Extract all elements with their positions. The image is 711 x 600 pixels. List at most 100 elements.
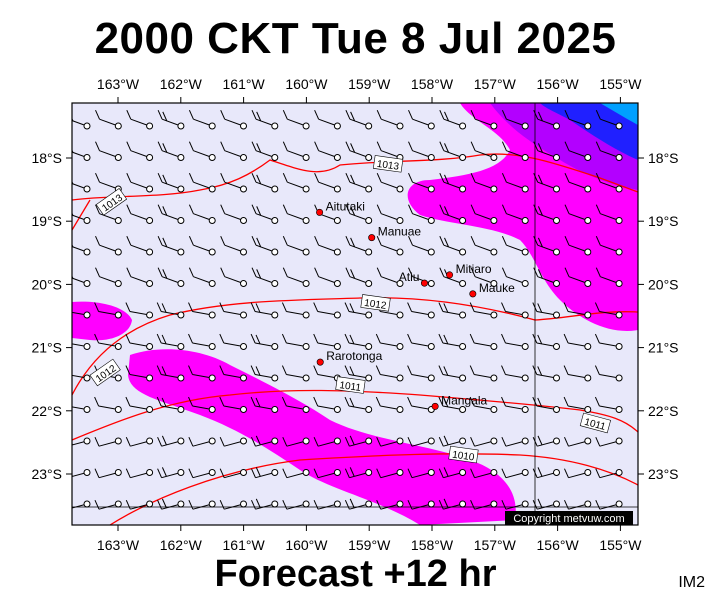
wind-barb-shaft xyxy=(537,441,554,447)
wind-barb xyxy=(219,333,247,350)
wind-barb-feather xyxy=(126,267,132,277)
wind-barb-shaft xyxy=(98,504,116,510)
wind-barb-feather xyxy=(564,235,570,246)
lat-tick-label: 23°S xyxy=(648,466,679,482)
wind-barb-feather xyxy=(313,468,319,478)
lon-tick-label: 162°W xyxy=(160,76,203,92)
wind-barb-station xyxy=(146,217,154,224)
wind-barb-shaft xyxy=(130,181,147,189)
wind-barb xyxy=(313,333,341,350)
wind-barb xyxy=(282,499,310,510)
wind-barb xyxy=(313,302,341,319)
wind-barb-feather xyxy=(256,174,262,185)
wind-barb-shaft xyxy=(161,504,179,510)
wind-barb-shaft xyxy=(568,405,585,410)
wind-barb-feather xyxy=(64,110,68,119)
wind-barb-shaft xyxy=(568,374,585,378)
wind-barb xyxy=(376,436,404,447)
wind-barb-station xyxy=(427,217,435,224)
lat-tick-label: 18°S xyxy=(31,150,62,166)
place-name: Manuae xyxy=(378,225,422,239)
wind-barb-feather xyxy=(282,109,288,120)
wind-barb-station xyxy=(396,374,404,382)
wind-barb xyxy=(281,365,310,382)
wind-barb xyxy=(563,396,592,413)
wind-barb-station xyxy=(584,437,592,445)
wind-barb-feather xyxy=(408,235,413,246)
wind-barb-shaft xyxy=(506,276,523,283)
wind-barb-feather xyxy=(255,397,261,408)
wind-barb-station xyxy=(271,469,279,476)
wind-barb-shaft xyxy=(287,244,304,252)
wind-barb-feather xyxy=(94,302,100,312)
wind-barb-feather xyxy=(564,204,570,214)
wind-barb-station xyxy=(146,406,154,413)
place-name: Aitutaki xyxy=(326,199,365,213)
wind-barb-shaft xyxy=(568,342,585,347)
wind-barb-shaft xyxy=(192,504,210,510)
wind-barb-feather xyxy=(188,333,193,344)
wind-barb xyxy=(125,302,154,319)
wind-barb xyxy=(220,204,247,224)
wind-barb-station xyxy=(615,280,623,287)
wind-barb-station xyxy=(83,122,91,130)
place-marker xyxy=(316,208,324,216)
wind-barb xyxy=(501,302,529,319)
wind-barb-feather xyxy=(125,468,131,478)
lon-tick-label: 156°W xyxy=(537,537,580,553)
wind-barb-station xyxy=(427,469,435,476)
wind-barb-feather xyxy=(220,204,226,214)
lat-tick-label: 20°S xyxy=(648,276,679,292)
wind-barb-station xyxy=(459,343,467,350)
wind-barb-shaft xyxy=(224,276,241,283)
wind-barb xyxy=(470,499,498,510)
wind-barb-shaft xyxy=(537,472,554,479)
wind-barb-shaft xyxy=(287,213,304,220)
wind-barb-feather xyxy=(219,436,225,447)
lat-tick-label: 22°S xyxy=(31,403,62,419)
wind-barb-shaft xyxy=(255,118,273,126)
isobar-label-box xyxy=(579,412,611,434)
wind-barb xyxy=(126,235,154,256)
wind-barb-feather xyxy=(375,365,381,375)
wind-barb-feather xyxy=(532,302,538,312)
wind-barb-station xyxy=(177,374,185,382)
wind-barb xyxy=(157,267,185,287)
wind-barb-feather xyxy=(501,302,506,312)
wind-barb-feather xyxy=(594,302,600,312)
wind-barb-shaft xyxy=(193,276,210,283)
wind-barb-station xyxy=(365,437,373,445)
wind-barb xyxy=(376,499,404,510)
wind-barb-station xyxy=(615,500,623,508)
wind-barb-station xyxy=(83,311,91,319)
wind-barb-feather xyxy=(594,396,600,407)
wind-barb-feather xyxy=(595,267,601,277)
wind-barb-station xyxy=(365,406,373,413)
wind-barb-shaft xyxy=(224,150,241,157)
wind-barb-shaft xyxy=(224,213,241,220)
wind-barb-feather xyxy=(188,499,194,510)
wind-barb-station xyxy=(240,280,247,287)
wind-barb-feather xyxy=(563,333,569,344)
wind-barb-shaft xyxy=(317,405,335,410)
wind-barb-station xyxy=(146,280,154,287)
wind-barb-station xyxy=(553,154,560,161)
wind-barb-shaft xyxy=(161,213,179,220)
wind-barb xyxy=(438,365,467,382)
wind-barb-station xyxy=(146,122,154,130)
wind-barb-feather xyxy=(349,467,355,477)
axes: 163°W 163°W 162°W 162°W 161°W 161°W 160°W 160°W… xyxy=(31,76,678,553)
isobar-label: 1013 xyxy=(373,155,404,173)
wind-barb-feather xyxy=(250,365,256,375)
wind-barb xyxy=(469,302,498,319)
rain-area-blue xyxy=(540,103,638,160)
wind-barb-station xyxy=(208,374,216,382)
wind-barb-shaft xyxy=(380,441,398,447)
wind-barb-feather xyxy=(251,109,257,120)
wind-barb xyxy=(439,172,467,193)
wind-barb-station xyxy=(333,248,341,256)
wind-barb-shaft xyxy=(98,405,116,410)
wind-barb-feather xyxy=(595,204,601,214)
wind-barb-station xyxy=(365,280,373,287)
wind-barb-feather xyxy=(313,396,319,407)
